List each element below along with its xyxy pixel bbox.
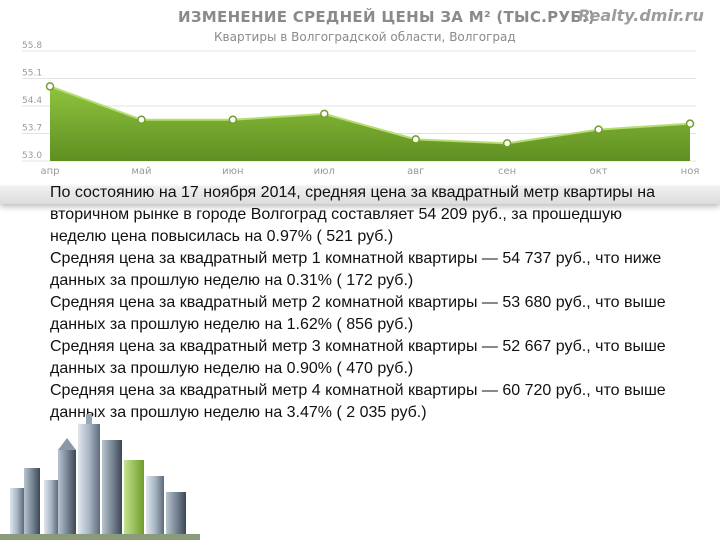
data-point-июн xyxy=(228,115,238,124)
chart-subtitle: Квартиры в Волгоградской области, Волгог… xyxy=(214,30,516,44)
x-tick-label: июн xyxy=(222,166,243,177)
y-tick-label: 53.7 xyxy=(22,124,42,134)
y-tick-label: 53.0 xyxy=(22,151,42,161)
x-tick-label: ноя xyxy=(681,166,700,177)
price-report-text: По состоянию на 17 ноября 2014, средняя … xyxy=(50,184,666,421)
chart-panel: ИЗМЕНЕНИЕ СРЕДНЕЙ ЦЕНЫ ЗА М² (ТЫС.РУБ.) … xyxy=(0,0,720,200)
data-point-ноя xyxy=(685,119,695,128)
price-area xyxy=(50,86,690,161)
data-point-сен xyxy=(502,139,512,148)
x-tick-label: авг xyxy=(407,166,424,177)
x-tick-label: сен xyxy=(498,166,516,177)
data-point-июл xyxy=(320,109,329,119)
y-tick-label: 55.1 xyxy=(22,69,42,79)
header-band xyxy=(0,186,720,204)
x-tick-label: май xyxy=(131,166,151,177)
data-point-окт xyxy=(594,125,603,134)
y-tick-label: 55.8 xyxy=(22,41,42,51)
x-tick-label: июл xyxy=(314,166,335,177)
skyscrapers-illustration xyxy=(0,414,200,540)
price-area-chart: 55.8 55.1 54.4 53.7 53.0 апр май июн июл авг сен ок… xyxy=(22,41,700,177)
x-tick-label: апр xyxy=(40,166,59,177)
chart-title: ИЗМЕНЕНИЕ СРЕДНЕЙ ЦЕНЫ ЗА М² (ТЫС.РУБ.) xyxy=(178,8,596,26)
x-tick-label: окт xyxy=(590,166,608,177)
data-point-апр xyxy=(45,82,55,91)
price-line xyxy=(49,85,691,145)
data-point-авг xyxy=(411,135,420,144)
brand-logo: Realty.dmir.ru xyxy=(578,6,704,25)
y-tick-label: 54.4 xyxy=(22,96,42,106)
data-point-май xyxy=(137,115,146,124)
